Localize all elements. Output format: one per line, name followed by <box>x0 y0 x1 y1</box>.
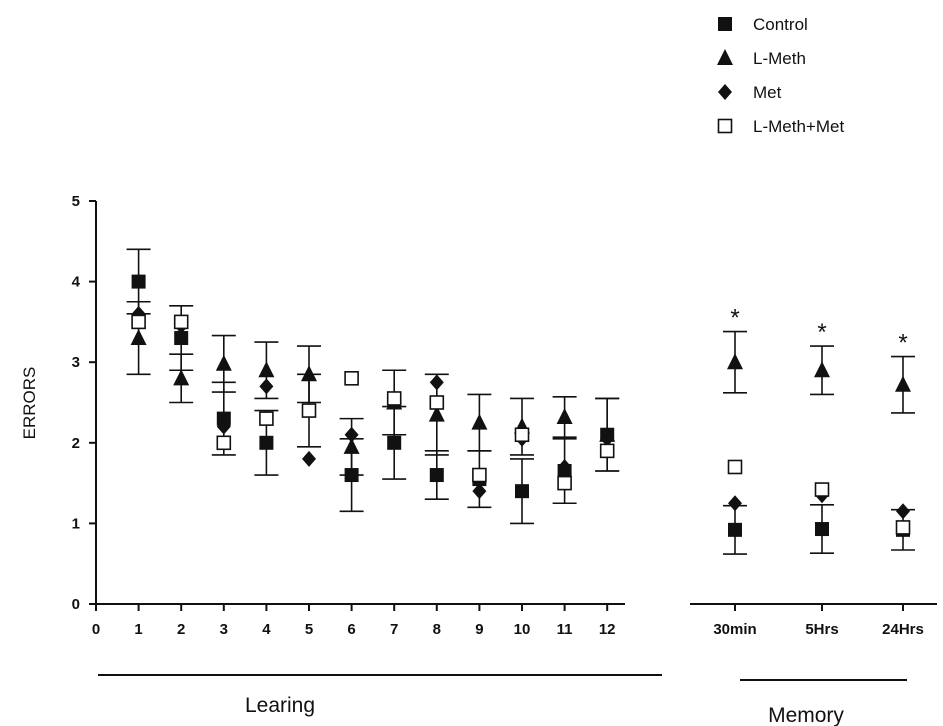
data-point <box>344 371 359 386</box>
x-tick-label: 10 <box>514 621 531 638</box>
x-tick-label: 2 <box>177 621 185 638</box>
data-point <box>429 468 444 483</box>
data-point <box>814 482 830 497</box>
x-tick-label: 5 <box>305 621 313 638</box>
data-point <box>557 475 572 491</box>
y-tick-label: 4 <box>72 274 81 291</box>
legend-label: L-Meth+Met <box>753 117 844 136</box>
legend-label: Control <box>753 15 808 34</box>
data-point <box>216 418 231 435</box>
x-tick-label: 4 <box>262 621 271 638</box>
y-tick-label: 3 <box>72 354 80 371</box>
data-point <box>472 483 487 500</box>
data-point <box>727 353 743 370</box>
x-tick-label: 12 <box>599 621 616 638</box>
x-tick-label: 3 <box>220 621 228 638</box>
data-point <box>131 314 146 330</box>
x-tick-label: 1 <box>134 621 142 638</box>
data-point <box>814 361 830 378</box>
y-tick-label: 1 <box>72 515 80 532</box>
data-point <box>301 365 317 382</box>
data-point <box>301 403 317 418</box>
data-point <box>173 369 190 386</box>
data-point <box>216 435 232 451</box>
data-point <box>728 495 742 512</box>
significance-star: * <box>730 305 739 332</box>
data-point <box>429 395 445 410</box>
data-point <box>556 408 573 425</box>
data-point <box>259 411 274 426</box>
data-point <box>429 374 444 391</box>
legend: Control L-Meth Met L-Meth+Met <box>717 15 844 136</box>
data-point <box>895 375 911 392</box>
data-point <box>344 426 359 443</box>
data-point <box>387 435 402 450</box>
data-point <box>130 329 147 346</box>
y-axis-title: ERRORS <box>20 367 39 440</box>
x-tick-label: 9 <box>475 621 483 638</box>
data-point <box>343 437 360 454</box>
legend-marker <box>718 17 732 31</box>
legend-label: L-Meth <box>753 49 806 68</box>
y-tick-label: 2 <box>72 435 80 452</box>
annotations: * * * <box>730 305 907 357</box>
data-point <box>258 361 275 378</box>
y-tick-label: 0 <box>72 596 80 613</box>
x-tick-label: 30min <box>713 621 756 638</box>
x-tick-label: 8 <box>433 621 441 638</box>
x-tick-label: 6 <box>347 621 355 638</box>
data-point <box>557 458 572 475</box>
group-label: Learing <box>245 694 315 717</box>
data-point <box>727 459 743 475</box>
data-point <box>815 522 829 537</box>
data-point <box>259 435 274 450</box>
data-point <box>515 484 529 499</box>
data-point <box>386 391 402 406</box>
x-tick-label: 7 <box>390 621 398 638</box>
data-point <box>472 467 487 483</box>
x-tick-label: 5Hrs <box>805 621 838 638</box>
data-point <box>428 405 445 422</box>
significance-star: * <box>817 319 826 346</box>
x-tick-label: 11 <box>557 621 573 638</box>
data-point <box>599 443 615 459</box>
significance-star: * <box>898 330 907 357</box>
data-point <box>728 522 742 537</box>
legend-marker <box>717 118 733 134</box>
group-label: Memory <box>768 704 844 726</box>
legend-marker <box>717 49 733 65</box>
error-bars <box>126 248 915 555</box>
data-point <box>174 331 189 346</box>
data-point <box>302 450 316 467</box>
data-point <box>173 314 189 330</box>
x-tick-label: 0 <box>92 621 100 638</box>
data-point <box>259 378 274 395</box>
data-point <box>215 354 232 371</box>
x-tick-label: 24Hrs <box>882 621 924 638</box>
data-point <box>895 520 911 535</box>
data-point <box>896 503 910 520</box>
legend-label: Met <box>753 83 782 102</box>
data-point <box>600 430 615 447</box>
data-point <box>216 411 231 426</box>
data-point <box>514 427 530 443</box>
data-point <box>471 413 488 430</box>
data-point <box>344 468 359 483</box>
legend-marker <box>718 84 732 100</box>
data-point <box>131 274 146 289</box>
data-markers <box>130 274 911 537</box>
y-tick-label: 5 <box>72 193 80 210</box>
